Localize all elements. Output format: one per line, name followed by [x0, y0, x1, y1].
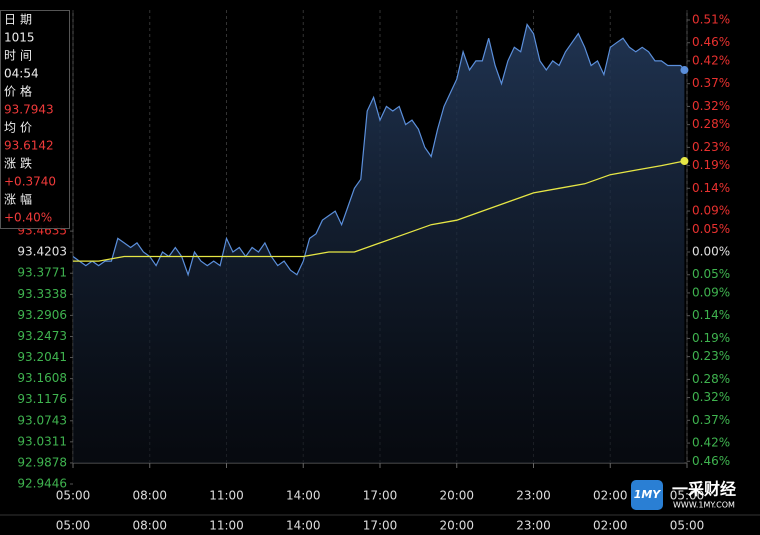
- x-tick-label: 08:00: [132, 519, 167, 533]
- x-tick-label: 08:00: [132, 489, 167, 503]
- y2-tick-label: 0.14%: [692, 308, 730, 322]
- tooltip: 日期 1015 时间 04:54 价格 93.7943 均价 93.6142 涨跌 +0.3740…: [0, 10, 70, 229]
- y2-tick-label: 0.19%: [692, 331, 730, 345]
- x-tick-label: 11:00: [209, 489, 244, 503]
- y-tick-label: 93.4203: [17, 245, 67, 259]
- x-tick-label: 05:00: [56, 519, 91, 533]
- y-tick-label: 93.0743: [17, 413, 67, 427]
- tooltip-value: +0.40%: [4, 211, 52, 225]
- x-tick-label: 20:00: [439, 519, 474, 533]
- tooltip-value: 93.6142: [4, 139, 54, 153]
- y2-tick-label: 0.51%: [692, 13, 730, 27]
- y-tick-label: 92.9446: [17, 477, 67, 491]
- y2-tick-label: 0.23%: [692, 349, 730, 363]
- y2-tick-label: 0.23%: [692, 140, 730, 154]
- y2-tick-label: 0.05%: [692, 267, 730, 281]
- y2-tick-label: 0.37%: [692, 413, 730, 427]
- plot: 05:00 05:00 08:00 08:00 11:00 11:00 14:00 14:00…: [17, 10, 730, 533]
- tooltip-value: 1015: [4, 31, 35, 45]
- y2-tick-label: 0.42%: [692, 436, 730, 450]
- x-tick-label: 23:00: [516, 519, 551, 533]
- y-tick-label: 93.3771: [17, 266, 67, 280]
- tooltip-label: 日期: [4, 13, 36, 27]
- tooltip-label: 价格: [4, 84, 36, 99]
- y2-tick-label: 0.32%: [692, 390, 730, 404]
- logo-text: 1MY: [634, 488, 662, 501]
- y2-tick-label: 0.09%: [692, 285, 730, 299]
- y-tick-label: 93.0311: [17, 434, 67, 448]
- x-tick-label: 14:00: [286, 489, 321, 503]
- watermark: 1MY 一采财经 WWW.1MY.COM: [631, 480, 736, 510]
- y2-tick-label: 0.42%: [692, 53, 730, 67]
- y-tick-label: 93.2041: [17, 350, 67, 364]
- y2-tick-label: 0.05%: [692, 222, 730, 236]
- x-tick-label: 23:00: [516, 489, 551, 503]
- x-tick-label: 14:00: [286, 519, 321, 533]
- y2-tick-label: 0.00%: [692, 245, 730, 259]
- y-tick-label: 92.9878: [17, 455, 67, 469]
- line: [72, 23, 685, 277]
- y2-tick-label: 0.09%: [692, 204, 730, 218]
- tooltip-label: 涨跌: [4, 156, 36, 171]
- last-point: [680, 66, 689, 75]
- x-tick-label: 17:00: [363, 519, 398, 533]
- tooltip-value: +0.3740: [4, 175, 56, 189]
- tooltip-box: [0, 10, 70, 229]
- x-tick-label: 02:00: [593, 489, 628, 503]
- tooltip-value: 04:54: [4, 67, 39, 81]
- x-tick-label: 05:00: [56, 489, 91, 503]
- y2-tick-label: 0.14%: [692, 181, 730, 195]
- x-tick-label: 05:00: [670, 489, 705, 503]
- y2-tick-label: 0.28%: [692, 372, 730, 386]
- y-tick-label: 93.2906: [17, 308, 67, 322]
- tooltip-label: 涨幅: [4, 192, 36, 207]
- x-tick-label: 11:00: [209, 519, 244, 533]
- y2-tick-label: 0.32%: [692, 99, 730, 113]
- y2-tick-label: 0.19%: [692, 158, 730, 172]
- tooltip-label: 时间: [4, 49, 36, 63]
- watermark-url: WWW.1MY.COM: [673, 501, 735, 510]
- y2-tick-label: 0.37%: [692, 76, 730, 90]
- logo-box: [631, 480, 663, 510]
- y2-tick-label: 0.46%: [692, 454, 730, 468]
- x-tick-label: 02:00: [593, 519, 628, 533]
- y2-tick-label: 0.28%: [692, 117, 730, 131]
- y-tick-label: 93.2473: [17, 329, 67, 343]
- tooltip-value: 93.7943: [4, 103, 54, 117]
- tooltip-label: 均价: [4, 121, 36, 135]
- x-tick-label: 20:00: [439, 489, 474, 503]
- x-tick-label: 05:00: [670, 519, 705, 533]
- line: [73, 160, 685, 262]
- last-point: [680, 157, 689, 166]
- watermark-name: 一采财经: [672, 480, 736, 499]
- y-tick-label: 93.3338: [17, 287, 67, 301]
- y2-tick-label: 0.46%: [692, 35, 730, 49]
- y-tick-label: 93.1176: [17, 392, 67, 406]
- y-tick-label: 93.1608: [17, 371, 67, 385]
- x-tick-label: 17:00: [363, 489, 398, 503]
